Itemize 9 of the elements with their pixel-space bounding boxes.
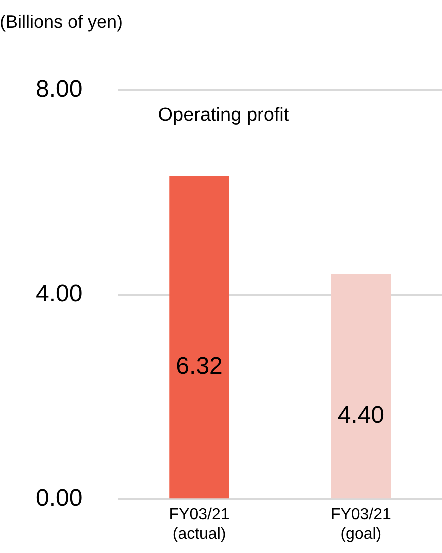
- y-tick-label: 4.00: [36, 280, 83, 308]
- x-tick-label: FY03/21 (goal): [330, 506, 392, 543]
- y-tick-label: 8.00: [36, 76, 83, 104]
- x-tick-label: FY03/21 (actual): [169, 506, 230, 543]
- y-axis-title: (Billions of yen): [0, 12, 124, 33]
- text: Operating profit: [158, 105, 290, 126]
- data-label: 4.40: [338, 402, 385, 430]
- y-tick-label: 0.00: [36, 485, 83, 512]
- data-label: 6.32: [176, 353, 223, 380]
